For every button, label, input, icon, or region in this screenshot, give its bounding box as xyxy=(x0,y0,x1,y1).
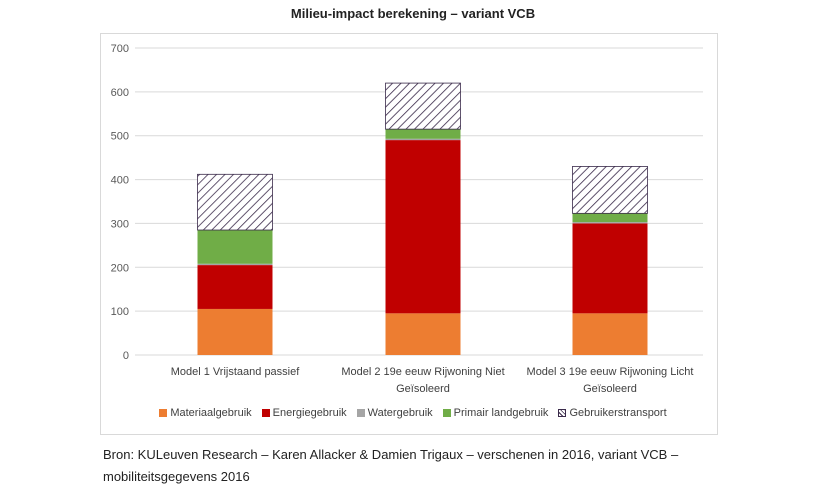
legend-item: Gebruikerstransport xyxy=(558,407,667,419)
bar-energiegebruik xyxy=(197,265,273,309)
x-tick-label: Geïsoleerd xyxy=(583,383,637,395)
legend-swatch xyxy=(356,409,365,418)
x-tick-label: Model 1 Vrijstaand passief xyxy=(171,366,301,378)
y-tick-label: 400 xyxy=(111,175,129,187)
x-tick-label: Geïsoleerd xyxy=(396,383,450,395)
bar-gebruikerstransport xyxy=(385,82,461,130)
y-tick-label: 500 xyxy=(111,131,129,143)
legend-swatch xyxy=(558,409,567,418)
bar-primair-landgebruik xyxy=(385,129,461,139)
bar-materiaalgebruik xyxy=(197,308,273,355)
y-tick-label: 600 xyxy=(111,87,129,99)
bar-gebruikerstransport xyxy=(572,166,648,214)
legend-item: Primair landgebruik xyxy=(442,407,549,419)
bar-watergebruik xyxy=(572,222,648,224)
legend-label: Watergebruik xyxy=(367,407,433,419)
bar-primair-landgebruik xyxy=(197,230,273,264)
x-tick-label: Model 2 19e eeuw Rijwoning Niet xyxy=(341,366,504,378)
bar-energiegebruik xyxy=(385,140,461,314)
legend-label: Energiegebruik xyxy=(272,407,347,419)
legend-swatch xyxy=(261,409,270,418)
legend-item: Watergebruik xyxy=(356,407,433,419)
legend-swatch xyxy=(442,409,451,418)
legend-label: Gebruikerstransport xyxy=(569,407,667,419)
source-line-2: mobiliteitsgegevens 2016 xyxy=(103,469,250,484)
legend-item: Materiaalgebruik xyxy=(159,407,252,419)
legend-label: Primair landgebruik xyxy=(453,407,549,419)
legend-item: Energiegebruik xyxy=(261,407,347,419)
legend-label: Materiaalgebruik xyxy=(170,407,252,419)
y-tick-label: 0 xyxy=(123,350,129,362)
y-tick-label: 700 xyxy=(111,43,129,55)
y-tick-label: 300 xyxy=(111,218,129,230)
bar-primair-landgebruik xyxy=(572,213,648,223)
chart-frame xyxy=(100,33,718,435)
x-tick-label: Model 3 19e eeuw Rijwoning Licht xyxy=(527,366,694,378)
chart-title: Milieu-impact berekening – variant VCB xyxy=(290,6,536,21)
y-tick-label: 100 xyxy=(111,306,129,318)
bar-gebruikerstransport xyxy=(197,173,273,231)
bar-materiaalgebruik xyxy=(385,313,461,355)
bar-watergebruik xyxy=(385,138,461,141)
bar-watergebruik xyxy=(197,263,273,266)
y-tick-label: 200 xyxy=(111,262,129,274)
bar-materiaalgebruik xyxy=(572,313,648,355)
source-line-1: Bron: KULeuven Research – Karen Allacker… xyxy=(103,447,679,462)
legend: Materiaalgebruik Energiegebruik Watergebru… xyxy=(0,407,826,419)
legend-swatch xyxy=(159,409,168,418)
bar-energiegebruik xyxy=(572,223,648,314)
